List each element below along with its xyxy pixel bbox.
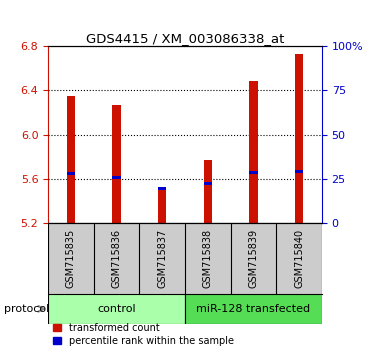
Bar	[276, 223, 322, 294]
Legend: transformed count, percentile rank within the sample: transformed count, percentile rank withi…	[53, 323, 233, 346]
Text: miR-128 transfected: miR-128 transfected	[196, 304, 310, 314]
Bar	[67, 172, 75, 175]
Text: GSM715840: GSM715840	[294, 229, 304, 288]
Bar	[94, 223, 139, 294]
Bar	[295, 170, 303, 173]
Bar	[231, 223, 276, 294]
Bar	[48, 223, 94, 294]
Bar	[67, 96, 75, 223]
Bar	[185, 223, 231, 294]
Bar	[158, 188, 166, 223]
Bar	[112, 176, 121, 179]
Title: GDS4415 / XM_003086338_at: GDS4415 / XM_003086338_at	[86, 32, 284, 45]
Text: control: control	[97, 304, 136, 314]
Text: GSM715836: GSM715836	[111, 229, 122, 288]
Bar	[204, 182, 212, 185]
Bar	[158, 187, 166, 190]
Bar	[204, 160, 212, 223]
Bar	[48, 294, 185, 324]
Text: protocol: protocol	[4, 304, 49, 314]
Text: GSM715839: GSM715839	[248, 229, 259, 288]
Bar	[112, 105, 121, 223]
Bar	[295, 54, 303, 223]
Text: GSM715838: GSM715838	[203, 229, 213, 288]
Bar	[139, 223, 185, 294]
Bar	[185, 294, 322, 324]
Bar	[249, 81, 258, 223]
Text: GSM715837: GSM715837	[157, 229, 167, 288]
Text: GSM715835: GSM715835	[66, 229, 76, 288]
Bar	[249, 171, 258, 174]
